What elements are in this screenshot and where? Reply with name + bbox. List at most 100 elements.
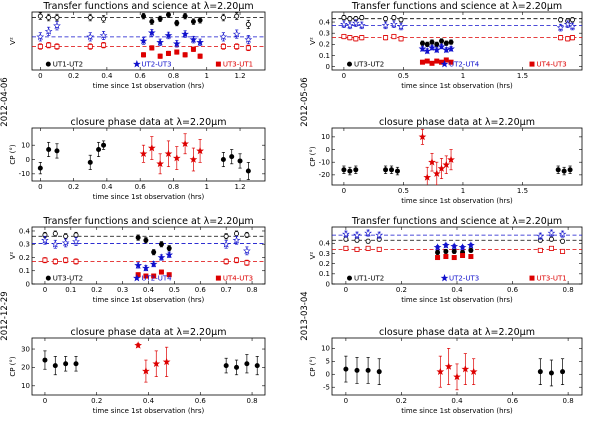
y-tick-label: 10 [321, 133, 330, 141]
point-ut2-ut4-cal [556, 23, 565, 31]
point-calibrators [561, 168, 567, 174]
y-axis-label: V² [309, 252, 317, 260]
legend-label: UT2-UT3 [449, 275, 479, 283]
y-axis-label: V² [309, 37, 317, 45]
point-ut3-ut1-sci [174, 49, 180, 55]
point-ut1-ut2-cal [354, 237, 360, 243]
point-ut3-ut2-cal [359, 15, 365, 21]
point-ut4-ut3-cal [383, 35, 389, 41]
point-ut3-ut1-cal [537, 247, 543, 253]
point-ut2-ut3-cal [547, 229, 556, 237]
point-ut4-ut3-sci [429, 60, 435, 66]
point-science [436, 367, 445, 375]
legend-label: UT2-UT4 [449, 61, 480, 69]
point-ut3-ut2-sci [419, 40, 425, 46]
point-ut3-ut1-cal [365, 245, 371, 251]
y-tick-label: -10 [319, 159, 330, 167]
point-calibrators [537, 369, 543, 375]
point-ut4-ut3-sci [143, 273, 149, 279]
x-tick-label: 0.4 [143, 286, 155, 294]
x-tick-label: 0.8 [168, 183, 179, 191]
point-ut2-ut3-sci [467, 241, 475, 249]
point-ut3-ut1-cal [245, 45, 251, 51]
point-ut2-ut3-sci [164, 31, 173, 39]
point-ut2-ut4-cal [390, 20, 398, 28]
x-tick-label: 0.3 [117, 286, 128, 294]
point-ut3-ut1-sci [460, 252, 466, 258]
point-ut2-ut4-cal [222, 240, 231, 248]
y-tick-label: 5 [326, 358, 330, 366]
point-ut2-ut3-sci [458, 243, 467, 251]
observation-date: 2012-12-29 [0, 291, 10, 340]
point-ut3-ut2-cal [569, 17, 575, 23]
point-ut2-ut4-cal [340, 20, 348, 28]
point-calibrators [254, 363, 260, 369]
plot-frame [31, 127, 266, 182]
point-calibrators [376, 369, 382, 375]
point-ut2-ut4-cal [243, 246, 251, 255]
point-ut4-ut3-cal [391, 34, 397, 40]
point-ut2-ut3-sci [139, 36, 148, 45]
point-ut3-ut1-sci [149, 45, 155, 51]
x-tick-label: 0.2 [396, 397, 407, 405]
x-tick-label: 0.5 [398, 187, 409, 195]
point-ut1-ut2-cal [234, 13, 240, 19]
point-ut3-ut1-cal [87, 44, 93, 50]
point-science [162, 357, 171, 366]
point-calibrators [46, 146, 52, 152]
point-science [181, 139, 189, 148]
x-tick-label: 1 [461, 72, 465, 80]
point-ut3-ut1-sci [197, 53, 203, 59]
point-calibrators [560, 369, 566, 375]
x-tick-label: 0.4 [101, 183, 113, 191]
point-ut3-ut1-cal [54, 44, 60, 50]
point-science [147, 143, 156, 152]
panel-title: Transfer functions and science at λ=2.20… [42, 216, 253, 227]
point-ut3-ut1-cal [37, 44, 43, 50]
point-ut3-ut1-cal [548, 245, 554, 251]
x-tick-label: 0.6 [135, 183, 147, 191]
point-ut1-ut2-cal [46, 15, 52, 21]
point-ut4-ut3-sci [151, 273, 157, 279]
point-ut3-ut1-sci [157, 53, 163, 59]
point-ut4-ut3-cal [569, 35, 575, 41]
point-ut2-ut3-sci [181, 30, 189, 38]
y-tick-label: 0 [326, 63, 330, 71]
point-calibrators [37, 165, 43, 171]
point-ut3-ut1-cal [220, 44, 226, 50]
x-tick-label: 0.6 [195, 286, 207, 294]
point-calibrators [234, 364, 240, 370]
point-science [442, 160, 451, 169]
point-ut3-ut2-cal [391, 15, 397, 21]
point-ut3-ut1-sci [182, 52, 188, 58]
y-tick-label: 0.1 [319, 52, 330, 60]
point-calibrators [548, 370, 554, 376]
point-ut2-ut4-sci [142, 264, 150, 272]
point-ut2-ut4-sci [437, 42, 446, 50]
point-ut1-ut2-sci [435, 249, 441, 255]
point-ut4-ut3-cal [42, 257, 48, 263]
panel-title: Transfer functions and science at λ=2.20… [351, 216, 562, 227]
point-ut4-ut3-cal [223, 258, 229, 264]
point-science [437, 164, 446, 172]
point-calibrators [389, 167, 395, 173]
point-science [428, 158, 436, 166]
point-science [152, 359, 161, 368]
x-axis-label: time since 1st observation (hrs) [401, 82, 513, 90]
point-ut3-ut1-sci [451, 255, 457, 261]
point-science [444, 362, 453, 370]
x-tick-label: 0.4 [101, 72, 113, 80]
point-ut2-ut4-cal [568, 22, 577, 30]
point-ut1-ut2-cal [548, 236, 554, 242]
panel-3: Transfer functions and science at λ=2.20… [300, 1, 583, 127]
point-ut3-ut2-sci [448, 39, 454, 45]
point-ut1-ut2-cal [220, 15, 226, 21]
point-ut2-ut3-cal [353, 231, 361, 239]
point-ut2-ut4-sci [165, 250, 174, 259]
point-ut3-ut2-sci [439, 38, 445, 44]
x-axis-label: time since 1st observation (hrs) [401, 407, 513, 415]
x-tick-label: 0.2 [91, 286, 102, 294]
point-ut1-ut2-sci [174, 20, 180, 26]
data-area [332, 14, 582, 66]
x-tick-label: 0 [344, 286, 348, 294]
